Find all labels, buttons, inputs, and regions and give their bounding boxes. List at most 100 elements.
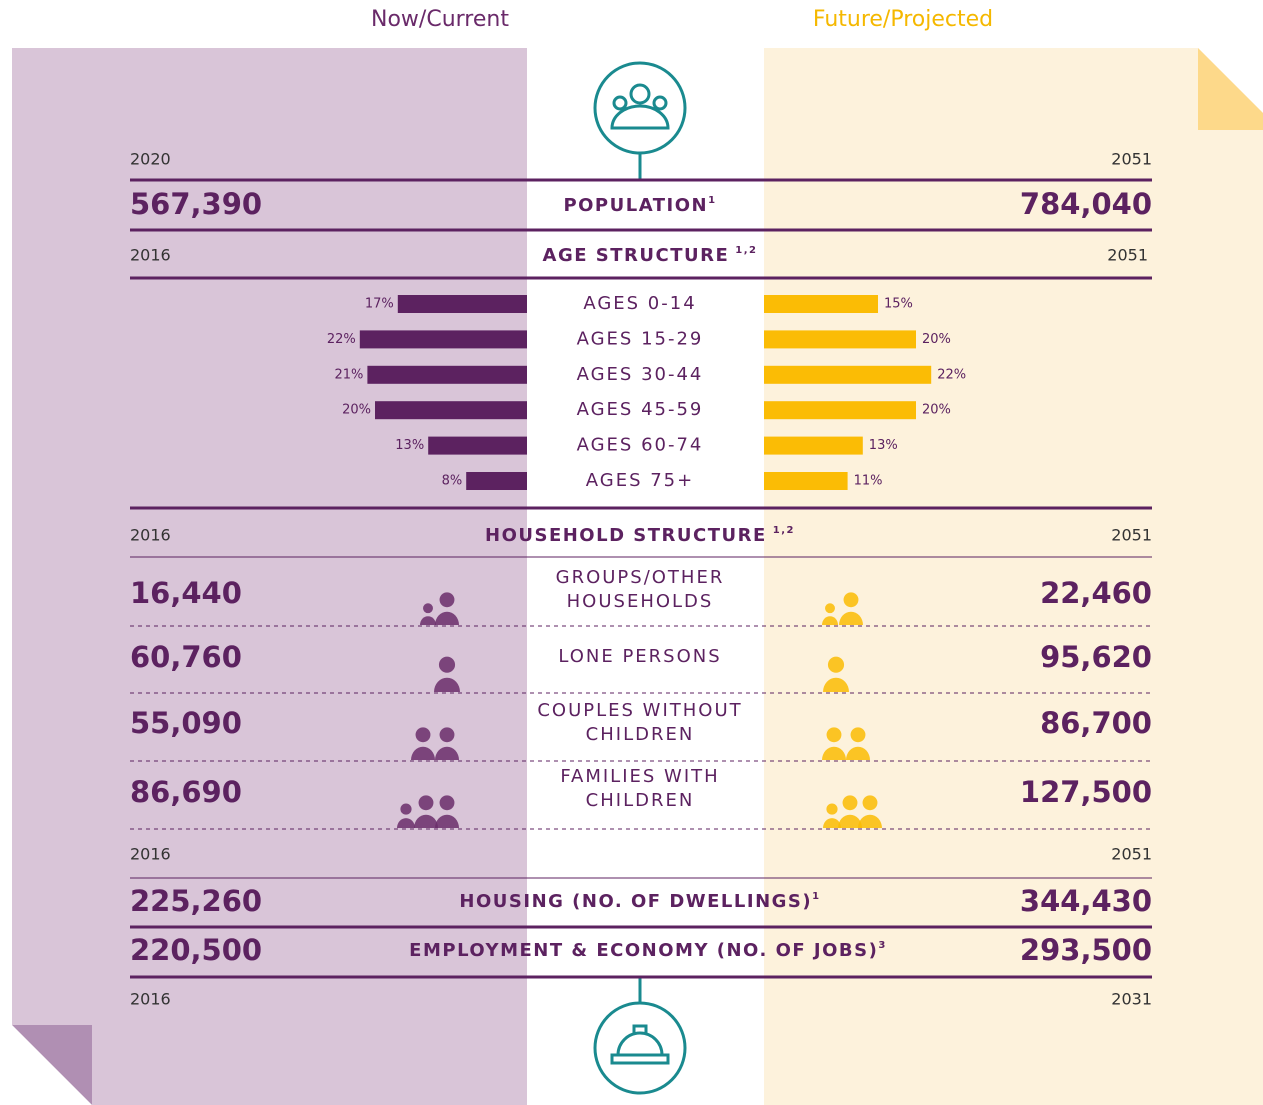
head bbox=[850, 727, 866, 743]
person-icon bbox=[823, 803, 841, 828]
bar-label: 21% bbox=[334, 367, 363, 382]
value: 127,500 bbox=[1020, 775, 1152, 809]
body bbox=[839, 611, 863, 625]
household-label: LONE PERSONS bbox=[558, 646, 721, 667]
bar-label: 13% bbox=[395, 438, 424, 453]
head bbox=[418, 795, 434, 811]
head bbox=[439, 592, 455, 608]
bar bbox=[764, 472, 848, 490]
person-icon bbox=[414, 795, 438, 828]
year: 2031 bbox=[1111, 990, 1152, 1009]
section-label: HOUSING (NO. OF DWELLINGS)1 bbox=[459, 891, 820, 912]
value: 60,760 bbox=[130, 640, 242, 674]
body bbox=[822, 616, 838, 625]
person-icon bbox=[420, 603, 436, 625]
head bbox=[826, 803, 838, 815]
label: HOUSEHOLD STRUCTURE bbox=[485, 525, 767, 546]
bar bbox=[359, 330, 527, 349]
body bbox=[434, 677, 460, 692]
body bbox=[397, 818, 415, 828]
fold-cut bbox=[12, 1025, 92, 1105]
section-label: HOUSEHOLD STRUCTURE 1,2 bbox=[485, 525, 795, 546]
body bbox=[823, 677, 849, 692]
bar bbox=[764, 436, 863, 455]
age-label: AGES 30-44 bbox=[577, 364, 704, 385]
value: 344,430 bbox=[1020, 884, 1152, 918]
year: 2051 bbox=[1107, 246, 1148, 265]
household-label: COUPLES WITHOUT bbox=[537, 700, 742, 721]
head bbox=[843, 592, 859, 608]
household-label: CHILDREN bbox=[586, 790, 695, 811]
person-icon bbox=[411, 727, 435, 760]
value: 293,500 bbox=[1020, 933, 1152, 967]
year: 2020 bbox=[130, 150, 171, 169]
head bbox=[423, 603, 433, 614]
head bbox=[415, 727, 431, 743]
current-panel bbox=[12, 48, 527, 1105]
person-icon bbox=[823, 656, 849, 692]
head bbox=[439, 795, 455, 811]
bar-label: 8% bbox=[442, 474, 463, 489]
person-icon bbox=[839, 592, 863, 625]
age-label: AGES 15-29 bbox=[577, 328, 704, 349]
section-label: POPULATION1 bbox=[563, 195, 716, 216]
age-label: AGES 75+ bbox=[586, 470, 694, 491]
note: 1,2 bbox=[735, 245, 757, 256]
value: 86,700 bbox=[1040, 706, 1152, 740]
bar-label: 11% bbox=[854, 474, 883, 489]
label: AGE STRUCTURE bbox=[543, 245, 730, 266]
bar-label: 15% bbox=[884, 297, 913, 312]
body bbox=[846, 746, 870, 760]
person-icon bbox=[822, 603, 838, 625]
value: 225,260 bbox=[130, 884, 262, 918]
person-icon bbox=[435, 592, 459, 625]
label: HOUSING (NO. OF DWELLINGS) bbox=[459, 891, 812, 912]
bar bbox=[367, 365, 527, 384]
head bbox=[842, 795, 858, 811]
body bbox=[414, 814, 438, 828]
body bbox=[838, 814, 862, 828]
household-label: GROUPS/OTHER bbox=[556, 567, 725, 588]
section-label: AGE STRUCTURE 1,2 bbox=[543, 245, 758, 266]
person-icon bbox=[435, 727, 459, 760]
value: 22,460 bbox=[1040, 576, 1152, 610]
age-label: AGES 45-59 bbox=[577, 399, 704, 420]
label: POPULATION bbox=[563, 195, 708, 216]
section-label: EMPLOYMENT & ECONOMY (NO. OF JOBS)3 bbox=[409, 940, 887, 961]
bar bbox=[375, 401, 527, 420]
bar bbox=[764, 401, 916, 420]
bar-label: 20% bbox=[922, 403, 951, 418]
bar bbox=[466, 472, 527, 490]
year: 2051 bbox=[1111, 845, 1152, 864]
bar-label: 17% bbox=[365, 297, 394, 312]
body bbox=[420, 616, 436, 625]
future-panel bbox=[764, 48, 1263, 1105]
bar bbox=[764, 295, 878, 313]
age-label: AGES 0-14 bbox=[583, 293, 696, 314]
value: 55,090 bbox=[130, 706, 242, 740]
bar bbox=[764, 365, 932, 384]
value: 784,040 bbox=[1020, 187, 1152, 221]
fold bbox=[1198, 48, 1263, 130]
head bbox=[438, 656, 456, 673]
year: 2051 bbox=[1111, 526, 1152, 545]
people-icon bbox=[593, 61, 687, 180]
bar-label: 20% bbox=[922, 332, 951, 347]
head bbox=[400, 803, 412, 815]
person-icon bbox=[858, 795, 882, 828]
header: Now/Current bbox=[371, 7, 509, 32]
year: 2016 bbox=[130, 845, 171, 864]
year: 2016 bbox=[130, 990, 171, 1009]
bar bbox=[764, 330, 916, 349]
body bbox=[858, 814, 882, 828]
body bbox=[822, 746, 846, 760]
helmet-icon bbox=[593, 977, 687, 1095]
body bbox=[411, 746, 435, 760]
bar bbox=[428, 436, 527, 455]
bar-label: 22% bbox=[327, 332, 356, 347]
dynamic: 17% 15% AGES 0-14 22% 20% AGES 15-29 21% 22% AGE… bbox=[130, 293, 1152, 830]
value: 567,390 bbox=[130, 187, 262, 221]
person-icon bbox=[822, 727, 846, 760]
bar-label: 22% bbox=[937, 367, 966, 382]
year: 2016 bbox=[130, 246, 171, 265]
